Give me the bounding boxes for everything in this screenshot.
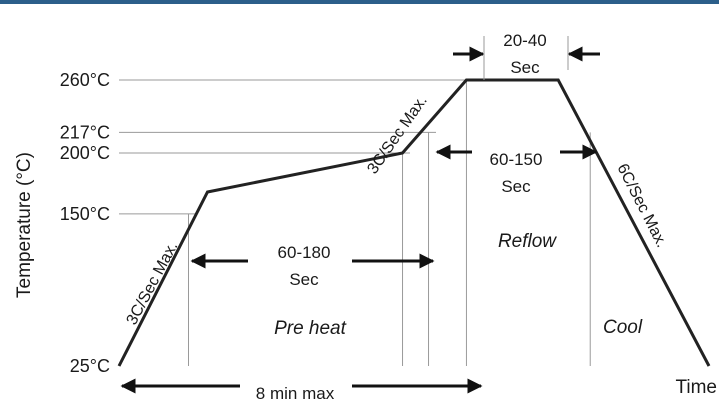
grid-lines — [119, 79, 484, 215]
y-tick-label-200: 200°C — [60, 143, 110, 163]
y-tick-label-25: 25°C — [70, 356, 110, 376]
peak-time-label: 20-40 — [503, 31, 546, 50]
preheat-time-label: 60-180 — [278, 243, 331, 262]
x-axis-title: Time — [675, 377, 717, 398]
y-tick-label-150: 150°C — [60, 204, 110, 224]
y-axis-title: Temperature (°C) — [14, 152, 35, 298]
zone-reflow-label: Reflow — [498, 231, 557, 252]
peak-time-unit: Sec — [510, 58, 540, 77]
header-accent-bar — [0, 0, 719, 4]
ramp-up-label-1: 3C/Sec Max. — [124, 239, 182, 328]
total-time-label: 8 min max — [256, 384, 335, 402]
temperature-profile-line — [117, 78, 711, 367]
preheat-time-unit: Sec — [289, 270, 319, 289]
zone-cool-label: Cool — [603, 317, 643, 338]
y-tick-label-217: 217°C — [60, 122, 110, 142]
ramp-up-label-2: 3C/Sec Max. — [364, 93, 430, 178]
phase-boundary-lines — [188, 80, 591, 366]
zone-preheat-label: Pre heat — [274, 318, 347, 339]
reflow-time-unit: Sec — [501, 177, 531, 196]
reflow-time-label: 60-150 — [490, 150, 543, 169]
y-tick-label-260: 260°C — [60, 70, 110, 90]
